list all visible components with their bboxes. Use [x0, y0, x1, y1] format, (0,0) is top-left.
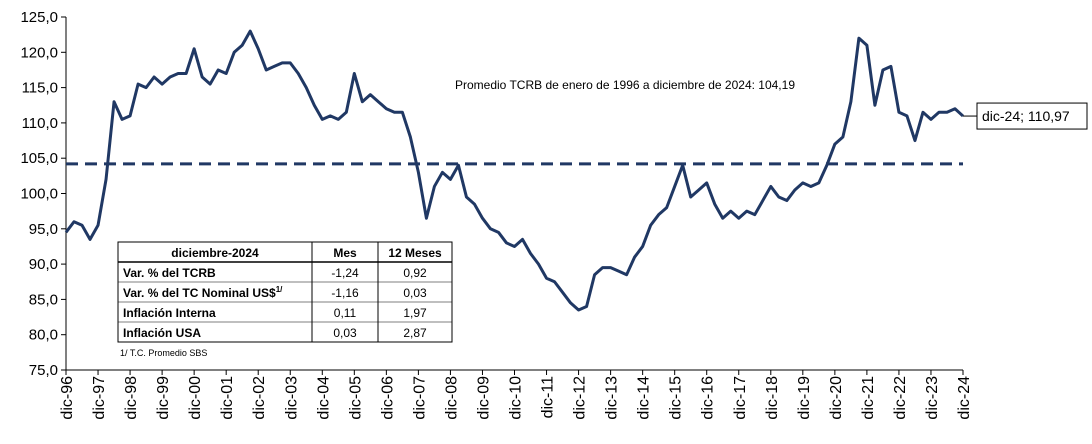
- callout: dic-24; 110,97: [963, 102, 1088, 130]
- x-tick-label: dic-97: [91, 376, 108, 420]
- x-tick-label: dic-24: [956, 376, 973, 420]
- x-tick-label: dic-01: [219, 376, 236, 420]
- y-tick-label: 120,0: [20, 44, 58, 61]
- summary-table: diciembre-2024 Mes 12 Meses Var. % del TCRB…: [117, 241, 453, 358]
- x-tick-label: dic-10: [508, 376, 525, 420]
- y-tick-label: 85,0: [29, 291, 58, 308]
- y-tick-label: 115,0: [22, 80, 58, 97]
- x-tick-label: dic-23: [924, 376, 941, 420]
- row-label: Inflación USA: [123, 326, 201, 340]
- x-tick-label: dic-07: [411, 376, 428, 420]
- y-tick-label: 75,0: [29, 362, 58, 379]
- y-tick-label: 90,0: [29, 256, 58, 273]
- table-header: Mes: [333, 246, 357, 260]
- x-tick-label: dic-16: [700, 376, 717, 420]
- table-cell: 0,03: [403, 286, 427, 300]
- y-tick-label: 125,0: [20, 9, 58, 26]
- x-tick-label: dic-03: [283, 376, 300, 420]
- x-tick-label: dic-20: [828, 376, 845, 420]
- table-header: diciembre-2024: [171, 246, 259, 260]
- average-annotation: Promedio TCRB de enero de 1996 a diciemb…: [455, 78, 795, 92]
- x-tick-label: dic-02: [251, 376, 268, 420]
- x-tick-label: dic-11: [540, 376, 557, 418]
- row-label: Var. % del TC Nominal US$1/: [123, 285, 283, 300]
- table-header: 12 Meses: [388, 246, 442, 260]
- row-label: Var. % del TCRB: [123, 266, 216, 280]
- table-footnote: 1/ T.C. Promedio SBS: [120, 348, 207, 358]
- x-tick-label: dic-08: [443, 376, 460, 420]
- x-tick-label: dic-04: [315, 376, 332, 420]
- table-cell: -1,24: [331, 266, 359, 280]
- x-tick-label: dic-13: [604, 376, 621, 420]
- table-cell: 1,97: [403, 306, 427, 320]
- y-tick-label: 110,0: [22, 115, 58, 132]
- table-cell: 0,92: [403, 266, 427, 280]
- row-label-text: Inflación Interna: [123, 306, 216, 320]
- y-tick-label: 105,0: [20, 150, 58, 167]
- row-label-text: Inflación USA: [123, 326, 201, 340]
- x-tick-label: dic-22: [892, 376, 909, 420]
- x-tick-label: dic-18: [764, 376, 781, 420]
- x-tick-label: dic-96: [59, 376, 76, 420]
- x-tick-label: dic-09: [475, 376, 492, 420]
- x-tick-label: dic-14: [636, 376, 653, 420]
- table-border: [117, 241, 453, 343]
- x-tick-label: dic-17: [732, 376, 749, 420]
- table-cell: -1,16: [331, 286, 359, 300]
- x-tick-label: dic-19: [796, 376, 813, 420]
- x-tick-label: dic-99: [155, 376, 172, 420]
- y-tick-label: 80,0: [29, 327, 58, 344]
- row-label-text: Var. % del TC Nominal US$: [123, 286, 276, 300]
- x-tick-label: dic-06: [379, 376, 396, 420]
- table-cell: 2,87: [403, 326, 427, 340]
- row-label-text: Var. % del TCRB: [123, 266, 216, 280]
- x-tick-label: dic-12: [572, 376, 589, 420]
- x-tick-label: dic-21: [860, 376, 877, 420]
- row-label: Inflación Interna: [123, 306, 216, 320]
- table-cell: 0,11: [334, 306, 357, 320]
- value-label: dic-24; 110,97: [982, 108, 1070, 124]
- y-tick-label: 100,0: [20, 186, 58, 203]
- x-tick-label: dic-00: [187, 376, 204, 420]
- row-label-sup: 1/: [276, 285, 283, 294]
- table-cell: 0,03: [333, 326, 357, 340]
- x-tick-label: dic-15: [668, 376, 685, 420]
- y-tick-label: 95,0: [29, 221, 58, 238]
- x-tick-label: dic-05: [347, 376, 364, 420]
- x-tick-label: dic-98: [123, 376, 140, 420]
- tcrb-line: [64, 29, 965, 312]
